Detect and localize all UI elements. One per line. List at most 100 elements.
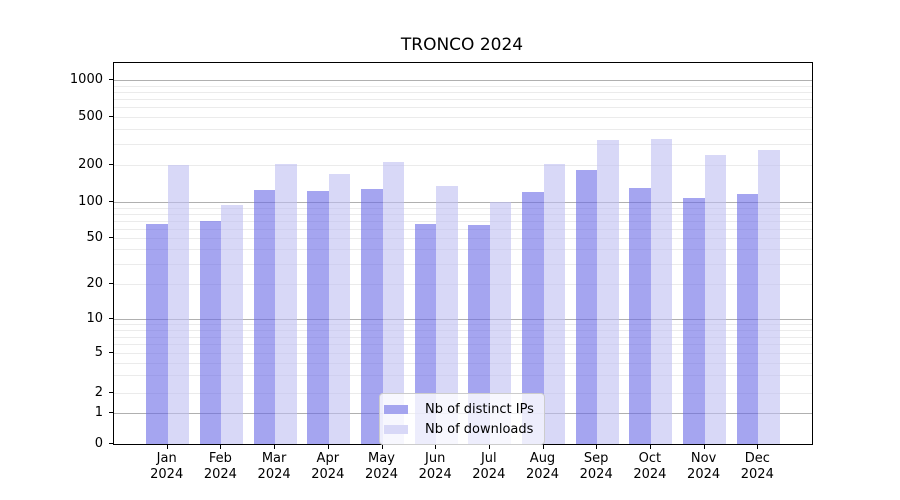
x-tick-label: Mar 2024 (257, 451, 291, 482)
legend-label-distinct-ips: Nb of distinct IPs (425, 401, 534, 417)
x-tick-label: Dec 2024 (740, 451, 774, 482)
bar-downloads (382, 161, 404, 444)
legend-swatch-distinct-ips-icon (384, 404, 408, 414)
x-tick-mark (703, 445, 705, 449)
x-tick-label: Feb 2024 (203, 451, 237, 482)
bar-distinct-ips (522, 192, 544, 444)
legend: Nb of distinct IPs Nb of downloads (379, 393, 545, 445)
x-tick-label: May 2024 (364, 451, 399, 482)
minor-gridline (114, 128, 812, 130)
x-tick-mark (542, 445, 544, 449)
y-tick-label: 1 (94, 405, 103, 420)
y-tick-label: 1000 (69, 72, 103, 87)
x-tick-label: Jun 2024 (418, 451, 452, 482)
bar-distinct-ips (199, 220, 222, 444)
x-tick-label: Sep 2024 (579, 451, 613, 482)
bar-distinct-ips (683, 197, 705, 444)
minor-gridline (114, 324, 812, 326)
x-tick-label: Jan 2024 (150, 451, 184, 482)
x-tick-mark (274, 445, 276, 449)
minor-gridline (114, 228, 812, 230)
y-tick-label: 5 (94, 345, 103, 360)
bar-distinct-ips (361, 188, 383, 444)
x-tick-mark (166, 445, 168, 449)
chart-title: TRONCO 2024 (400, 35, 524, 55)
bar-downloads (275, 163, 297, 444)
x-tick-label: Jul 2024 (472, 451, 506, 482)
bar-downloads (704, 155, 727, 444)
minor-gridline (114, 220, 812, 222)
y-tick-mark (109, 116, 113, 117)
minor-gridline (114, 284, 812, 285)
x-tick-mark (381, 445, 383, 449)
y-tick-mark (109, 79, 113, 80)
minor-gridline (114, 344, 812, 346)
minor-gridline (114, 143, 812, 145)
x-tick-label: Oct 2024 (633, 451, 667, 482)
y-tick-mark (109, 237, 113, 238)
x-tick-mark (488, 445, 490, 449)
bar-downloads (758, 150, 780, 444)
y-tick-label: 20 (86, 276, 103, 291)
minor-gridline (114, 85, 812, 87)
bar-distinct-ips (575, 169, 598, 444)
minor-gridline (114, 213, 812, 215)
bar-distinct-ips (468, 225, 490, 444)
minor-gridline (114, 249, 812, 251)
minor-gridline (114, 353, 812, 354)
x-tick-mark (220, 445, 222, 449)
minor-gridline (114, 117, 812, 118)
minor-gridline (114, 107, 812, 109)
y-tick-label: 200 (78, 157, 103, 172)
y-tick-label: 100 (78, 194, 103, 209)
minor-gridline (114, 238, 812, 239)
y-tick-mark (109, 412, 113, 413)
x-tick-mark (649, 445, 651, 449)
bar-downloads (167, 165, 190, 444)
minor-gridline (114, 336, 812, 338)
x-tick-mark (596, 445, 598, 449)
bar-downloads (543, 163, 565, 444)
minor-gridline (114, 329, 812, 331)
y-tick-label: 10 (86, 311, 103, 326)
y-tick-label: 2 (94, 385, 103, 400)
major-gridline (114, 319, 812, 320)
y-tick-mark (109, 164, 113, 165)
legend-label-downloads: Nb of downloads (425, 421, 534, 437)
bar-downloads (221, 204, 243, 444)
x-tick-label: Nov 2024 (687, 451, 721, 482)
bar-downloads (328, 174, 351, 444)
bar-distinct-ips (414, 223, 437, 444)
x-tick-mark (327, 445, 329, 449)
y-tick-label: 0 (94, 436, 103, 451)
plot-area (113, 62, 813, 445)
bar-distinct-ips (629, 188, 651, 444)
y-tick-label: 500 (78, 109, 103, 124)
minor-gridline (114, 362, 812, 364)
x-tick-mark (757, 445, 759, 449)
minor-gridline (114, 263, 812, 265)
minor-gridline (114, 207, 812, 209)
bar-distinct-ips (307, 190, 329, 444)
y-tick-label: 50 (86, 230, 103, 245)
y-tick-mark (109, 392, 113, 393)
bar-downloads (650, 138, 673, 444)
bar-distinct-ips (736, 193, 759, 444)
bar-distinct-ips (253, 189, 276, 444)
major-gridline (114, 80, 812, 81)
x-tick-label: Apr 2024 (311, 451, 345, 482)
bar-downloads (597, 140, 619, 444)
x-tick-mark (435, 445, 437, 449)
y-tick-mark (109, 318, 113, 319)
minor-gridline (114, 99, 812, 100)
legend-item: Nb of distinct IPs (384, 399, 534, 419)
minor-gridline (114, 375, 812, 377)
bar-downloads (436, 186, 458, 444)
y-tick-mark (109, 201, 113, 202)
legend-swatch-downloads-icon (384, 424, 408, 434)
major-gridline (114, 202, 812, 203)
y-tick-mark (109, 352, 113, 353)
minor-gridline (114, 165, 812, 166)
bar-distinct-ips (146, 223, 168, 444)
